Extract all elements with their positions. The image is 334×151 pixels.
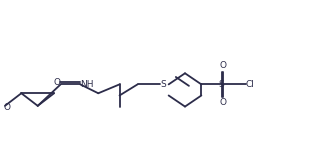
Text: O: O [54, 78, 61, 87]
Text: O: O [219, 98, 226, 108]
Text: Cl: Cl [245, 80, 255, 89]
Text: S: S [160, 80, 166, 89]
Text: NH: NH [80, 80, 94, 89]
Text: O: O [3, 103, 10, 112]
Text: O: O [219, 61, 226, 70]
Text: S: S [218, 80, 224, 89]
